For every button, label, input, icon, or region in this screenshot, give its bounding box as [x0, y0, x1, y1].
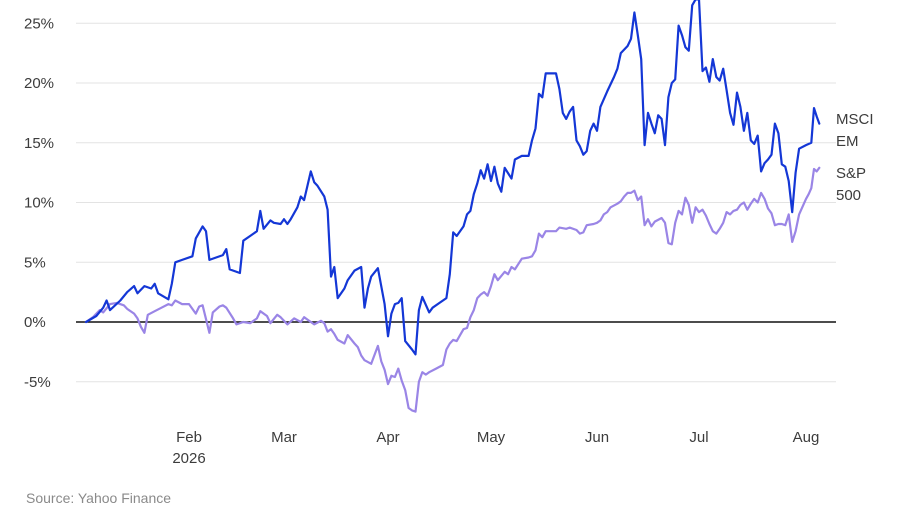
y-tick-label: 25%	[24, 15, 54, 32]
series-labels: MSCI EM S&P 500	[836, 111, 874, 204]
series-lines	[84, 0, 821, 413]
x-axis-ticks: Feb 2026 Mar Apr May Jun Jul Aug	[172, 429, 819, 467]
y-tick-label: 10%	[24, 195, 54, 212]
series-label-msci-em: MSCI	[836, 111, 874, 128]
y-tick-label: 15%	[24, 135, 54, 152]
x-tick-label: Aug	[793, 429, 820, 446]
y-tick-label: 0%	[24, 314, 46, 331]
gridlines	[76, 22, 836, 383]
y-axis-ticks: 25% 20% 15% 10% 5% 0% -5%	[24, 15, 54, 391]
series-label-s-p-500: 500	[836, 187, 861, 204]
x-tick-label: May	[477, 429, 506, 446]
x-tick-label: Feb	[176, 429, 202, 446]
x-tick-label: Jul	[689, 429, 708, 446]
series-label-s-p-500: S&P	[836, 165, 866, 182]
series-label-msci-em: EM	[836, 133, 859, 150]
x-tick-sublabel: 2026	[172, 450, 205, 467]
x-tick-label: Jun	[585, 429, 609, 446]
x-tick-label: Apr	[376, 429, 399, 446]
y-tick-label: 20%	[24, 75, 54, 92]
series-line-s-p-500	[84, 166, 821, 413]
x-tick-label: Mar	[271, 429, 297, 446]
source-note: Source: Yahoo Finance	[26, 490, 172, 506]
y-tick-label: -5%	[24, 374, 51, 391]
series-line-msci-em	[84, 0, 821, 356]
y-tick-label: 5%	[24, 254, 46, 271]
